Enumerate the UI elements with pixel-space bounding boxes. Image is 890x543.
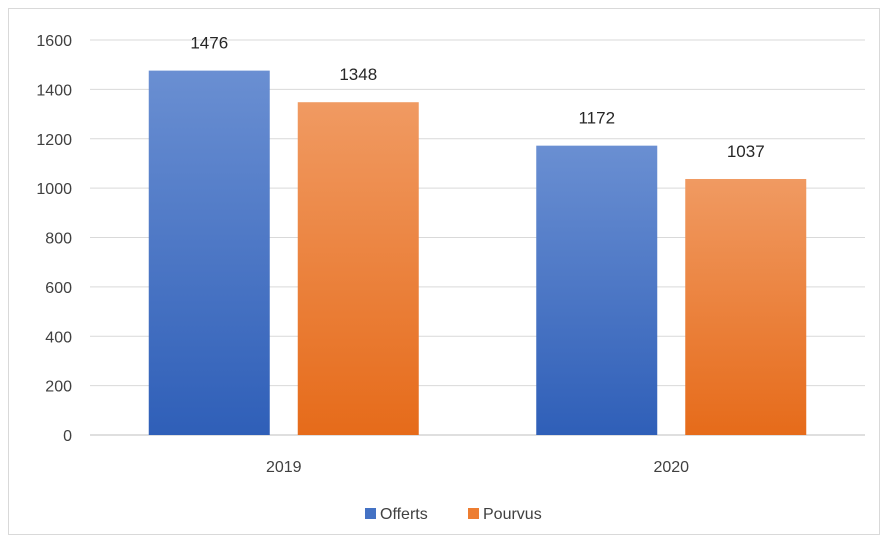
y-tick-label: 800	[45, 231, 72, 248]
legend-swatch-pourvus	[468, 508, 479, 519]
bar-offerts-2019	[148, 70, 270, 436]
legend-label-pourvus: Pourvus	[483, 506, 542, 523]
y-tick-label: 1000	[36, 181, 72, 198]
y-tick-label: 1400	[36, 82, 72, 99]
data-labels: 1476 1348 1172 1037	[190, 34, 764, 161]
y-tick-label: 1600	[36, 33, 72, 50]
legend-label-offerts: Offerts	[380, 506, 428, 523]
data-label: 1476	[190, 34, 228, 53]
y-tick-label: 400	[45, 329, 72, 346]
data-label: 1172	[578, 109, 615, 128]
data-label: 1348	[339, 65, 377, 84]
y-axis-ticks: 0 200 400 600 800 1000 1200 1400 1600	[36, 33, 72, 445]
data-label: 1037	[727, 142, 765, 161]
legend-swatch-offerts	[365, 508, 376, 519]
y-tick-label: 1200	[36, 132, 72, 149]
x-category-label: 2020	[653, 459, 689, 476]
bar-pourvus-2020	[685, 178, 807, 435]
bar-offerts-2020	[536, 145, 658, 435]
y-tick-label: 600	[45, 280, 72, 297]
x-axis-categories: 2019 2020	[266, 459, 689, 476]
bar-pourvus-2019	[297, 102, 419, 436]
x-category-label: 2019	[266, 459, 302, 476]
bars	[148, 70, 807, 436]
y-tick-label: 200	[45, 379, 72, 396]
y-tick-label: 0	[63, 428, 72, 445]
legend: Offerts Pourvus	[365, 506, 542, 523]
